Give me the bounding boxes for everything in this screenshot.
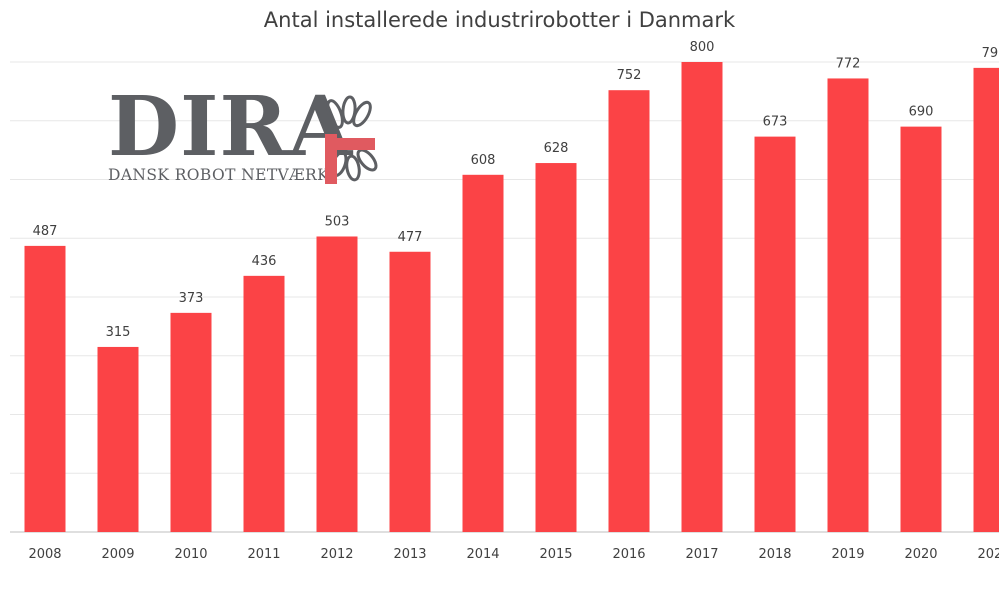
dira-logo: DIRA DANSK ROBOT NETVÆRK <box>100 86 390 196</box>
x-tick-label-2010: 2010 <box>174 547 207 562</box>
x-tick-label-2015: 2015 <box>539 547 572 562</box>
x-tick-label-2014: 2014 <box>466 547 499 562</box>
data-label-2011: 436 <box>252 254 277 269</box>
data-label-2020: 690 <box>909 105 934 120</box>
x-tick-label-2018: 2018 <box>758 547 791 562</box>
data-label-2018: 673 <box>763 115 788 130</box>
bar-2012 <box>316 236 358 533</box>
logo-wordmark: DIRA <box>108 79 354 175</box>
x-tick-label-2011: 2011 <box>247 547 280 562</box>
bar-2019 <box>827 78 869 532</box>
bar-2018 <box>754 136 796 533</box>
x-tick-label-2019: 2019 <box>831 547 864 562</box>
data-label-2017: 800 <box>690 40 715 55</box>
x-tick-label-2020: 2020 <box>904 547 937 562</box>
data-label-2021: 790 <box>982 46 999 61</box>
bar-2013 <box>389 251 431 532</box>
logo-tagline: DANSK ROBOT NETVÆRK <box>108 166 330 184</box>
x-tick-label-2021: 2021 <box>977 547 999 562</box>
x-tick-label-2016: 2016 <box>612 547 645 562</box>
bar-2014 <box>462 174 504 533</box>
x-tick-label-2012: 2012 <box>320 547 353 562</box>
data-label-2016: 752 <box>617 68 642 83</box>
data-label-2012: 503 <box>325 214 350 229</box>
bar-2017 <box>681 62 723 532</box>
data-label-2019: 772 <box>836 56 861 71</box>
data-label-2013: 477 <box>398 230 423 245</box>
bar-2021 <box>973 67 999 532</box>
bar-2020 <box>900 126 942 532</box>
bar-2010 <box>170 312 212 532</box>
bar-2009 <box>97 346 139 532</box>
x-tick-label-2017: 2017 <box>685 547 718 562</box>
data-label-2014: 608 <box>471 153 496 168</box>
x-tick-label-2008: 2008 <box>28 547 61 562</box>
data-label-2010: 373 <box>179 291 204 306</box>
data-label-2009: 315 <box>106 325 131 340</box>
data-label-2008: 487 <box>33 224 58 239</box>
bar-2016 <box>608 90 650 532</box>
bar-2011 <box>243 275 285 532</box>
chart-title: Antal installerede industrirobotter i Da… <box>263 8 736 32</box>
x-tick-label-2009: 2009 <box>101 547 134 562</box>
x-tick-label-2013: 2013 <box>393 547 426 562</box>
data-label-2015: 628 <box>544 141 569 156</box>
robot-flower-icon <box>325 95 378 184</box>
bar-2008 <box>24 245 66 532</box>
bar-2015 <box>535 163 577 533</box>
